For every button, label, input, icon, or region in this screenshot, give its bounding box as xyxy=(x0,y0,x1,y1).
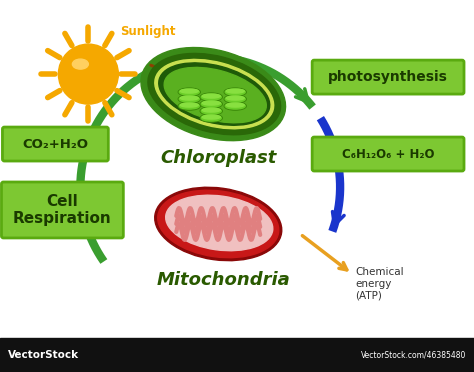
Ellipse shape xyxy=(200,107,222,115)
Ellipse shape xyxy=(202,101,220,105)
Ellipse shape xyxy=(200,93,222,101)
Ellipse shape xyxy=(155,187,282,261)
Ellipse shape xyxy=(202,108,220,112)
Ellipse shape xyxy=(201,115,221,121)
Ellipse shape xyxy=(201,101,221,107)
Text: Chloroplast: Chloroplast xyxy=(160,149,276,167)
Ellipse shape xyxy=(202,115,220,119)
Text: VectorStock.com/46385480: VectorStock.com/46385480 xyxy=(361,350,466,359)
Ellipse shape xyxy=(200,100,222,108)
Ellipse shape xyxy=(226,89,244,93)
Ellipse shape xyxy=(73,59,88,69)
Ellipse shape xyxy=(180,103,198,107)
Ellipse shape xyxy=(202,94,220,98)
FancyBboxPatch shape xyxy=(312,60,464,94)
Ellipse shape xyxy=(155,60,273,129)
Text: Cell
Respiration: Cell Respiration xyxy=(13,194,112,226)
Text: Chemical
energy
(ATP): Chemical energy (ATP) xyxy=(355,267,404,301)
Text: Mitochondria: Mitochondria xyxy=(156,271,290,289)
Ellipse shape xyxy=(141,48,285,141)
Text: C₆H₁₂O₆ + H₂O: C₆H₁₂O₆ + H₂O xyxy=(342,148,434,161)
Ellipse shape xyxy=(179,96,199,102)
Ellipse shape xyxy=(179,89,199,95)
Ellipse shape xyxy=(224,95,246,103)
Ellipse shape xyxy=(166,195,273,251)
Ellipse shape xyxy=(178,95,200,103)
Ellipse shape xyxy=(178,102,200,110)
Ellipse shape xyxy=(224,88,246,96)
Ellipse shape xyxy=(180,96,198,100)
Text: CO₂+H₂O: CO₂+H₂O xyxy=(22,138,88,151)
Ellipse shape xyxy=(178,88,200,96)
Ellipse shape xyxy=(180,89,198,93)
Bar xyxy=(0,338,474,372)
Circle shape xyxy=(58,44,118,104)
Ellipse shape xyxy=(201,94,221,100)
Ellipse shape xyxy=(158,190,279,258)
Ellipse shape xyxy=(226,96,244,100)
Ellipse shape xyxy=(148,54,281,135)
Ellipse shape xyxy=(225,89,245,95)
Ellipse shape xyxy=(200,114,222,122)
Ellipse shape xyxy=(224,102,246,110)
Ellipse shape xyxy=(159,63,270,125)
Ellipse shape xyxy=(225,103,245,109)
Ellipse shape xyxy=(201,108,221,114)
Text: VectorStock: VectorStock xyxy=(9,350,80,360)
Text: Sunlight: Sunlight xyxy=(120,25,176,38)
Ellipse shape xyxy=(164,67,266,123)
Ellipse shape xyxy=(179,103,199,109)
FancyBboxPatch shape xyxy=(1,182,123,238)
FancyBboxPatch shape xyxy=(2,127,109,161)
Ellipse shape xyxy=(226,103,244,107)
Ellipse shape xyxy=(225,96,245,102)
Text: photosynthesis: photosynthesis xyxy=(328,70,448,84)
FancyBboxPatch shape xyxy=(312,137,464,171)
